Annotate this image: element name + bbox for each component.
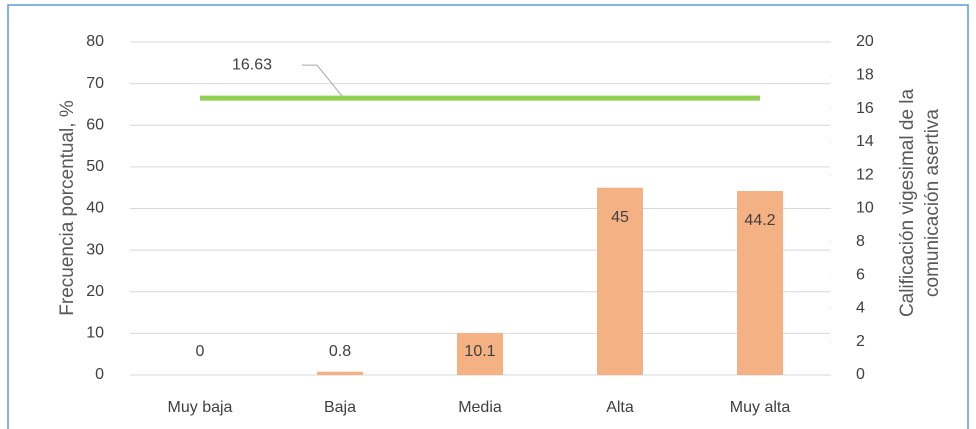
x-tick-label: Baja bbox=[324, 399, 356, 416]
y-axis-label: Frecuencia porcentual, % bbox=[57, 100, 78, 316]
data-label: 16.63 bbox=[232, 56, 272, 73]
y2-tick-label: 14 bbox=[856, 133, 874, 150]
y-tick-label: 30 bbox=[86, 241, 104, 258]
x-tick-label: Muy alta bbox=[730, 399, 791, 416]
bar bbox=[597, 187, 643, 375]
bar bbox=[317, 371, 363, 375]
x-tick-label: Media bbox=[458, 399, 502, 416]
y2-axis-label: comunicación asertiva bbox=[922, 109, 943, 297]
y-tick-label: 10 bbox=[86, 325, 104, 342]
y2-tick-label: 2 bbox=[856, 333, 865, 350]
data-label: 45 bbox=[611, 209, 629, 226]
y-tick-label: 70 bbox=[86, 75, 104, 92]
bar bbox=[457, 332, 503, 375]
y2-tick-label: 12 bbox=[856, 166, 874, 183]
y2-tick-label: 10 bbox=[856, 200, 874, 217]
y2-tick-label: 16 bbox=[856, 100, 874, 117]
bar bbox=[737, 191, 783, 375]
y2-tick-label: 0 bbox=[856, 366, 865, 383]
y2-tick-label: 20 bbox=[856, 33, 874, 50]
x-tick-label: Muy baja bbox=[168, 399, 233, 416]
y-tick-label: 40 bbox=[86, 200, 104, 217]
y-tick-label: 50 bbox=[86, 158, 104, 175]
y2-axis-label: Calificación vigesimal de la bbox=[897, 89, 918, 318]
y2-tick-label: 18 bbox=[856, 67, 874, 84]
data-label: 0.8 bbox=[329, 343, 351, 360]
y2-tick-label: 4 bbox=[856, 300, 865, 317]
y2-tick-label: 8 bbox=[856, 233, 865, 250]
data-label: 44.2 bbox=[744, 212, 775, 229]
y-tick-label: 80 bbox=[86, 33, 104, 50]
leader-line bbox=[302, 64, 343, 97]
x-tick-label: Alta bbox=[606, 399, 634, 416]
y-tick-label: 0 bbox=[95, 366, 104, 383]
chart-border bbox=[7, 4, 969, 429]
data-label: 10.1 bbox=[464, 343, 495, 360]
y-tick-label: 20 bbox=[86, 283, 104, 300]
data-label: 0 bbox=[196, 343, 205, 360]
y-tick-label: 60 bbox=[86, 116, 104, 133]
y2-tick-label: 6 bbox=[856, 266, 865, 283]
